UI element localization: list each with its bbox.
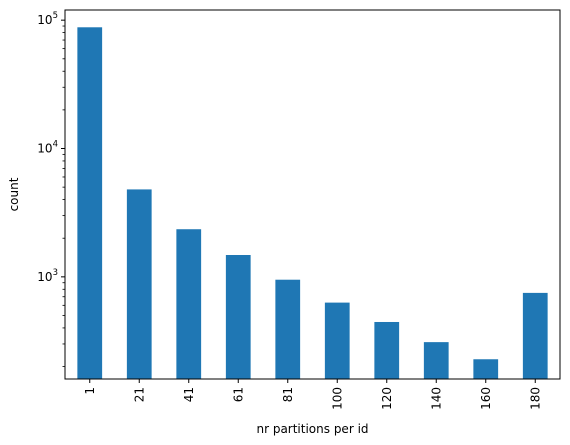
y-axis-ticks: 103 104 105 (37, 11, 65, 367)
bar-81 (275, 279, 301, 379)
x-tick-label: 1 (83, 387, 97, 395)
plot-frame (64, 9, 561, 380)
x-axis-label: nr partitions per id (256, 422, 368, 436)
x-tick-label: 160 (479, 387, 493, 410)
x-tick-label: 61 (231, 387, 245, 402)
x-tick-label: 21 (132, 387, 146, 402)
bar-140 (423, 342, 449, 379)
x-tick-label: 100 (330, 387, 344, 410)
x-tick-label: 41 (182, 387, 196, 402)
bar-120 (374, 321, 400, 379)
bar-160 (473, 359, 499, 379)
bar-1 (77, 27, 103, 379)
y-tick-label: 103 (37, 268, 58, 284)
x-tick-label: 81 (281, 387, 295, 402)
x-tick-label: 140 (429, 387, 443, 410)
y-tick-label: 104 (37, 140, 58, 156)
x-axis-ticks: 1 21 41 61 81 100 120 140 160 180 (83, 379, 542, 410)
x-tick-label: 180 (528, 387, 542, 410)
x-tick-label: 120 (380, 387, 394, 410)
bar-21 (126, 189, 152, 379)
bar-41 (176, 229, 202, 379)
y-tick-label: 105 (37, 11, 58, 27)
bar-180 (522, 292, 548, 379)
bar-61 (225, 255, 251, 379)
bar-100 (324, 302, 350, 379)
y-axis-label: count (7, 177, 21, 211)
bars-group (77, 27, 548, 379)
